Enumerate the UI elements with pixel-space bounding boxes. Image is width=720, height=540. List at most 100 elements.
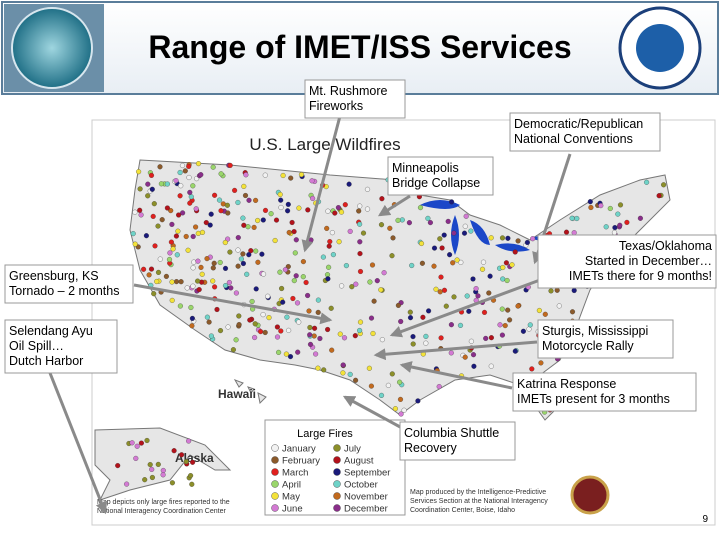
fire-dot: [512, 249, 518, 255]
fire-dot: [288, 175, 294, 181]
fire-dot: [661, 182, 667, 188]
fire-dot: [286, 327, 292, 333]
callout-box: [304, 79, 406, 119]
fire-dot: [296, 205, 302, 211]
fire-dot: [195, 230, 201, 236]
fire-dot: [212, 192, 218, 198]
fire-dot: [244, 271, 250, 277]
callout-text: Tornado – 2 months: [9, 284, 120, 298]
fire-dot: [187, 189, 193, 195]
legend-label: April: [282, 480, 301, 491]
fire-dot: [326, 264, 332, 270]
legend-swatch: [271, 492, 279, 500]
fire-dot: [216, 197, 223, 203]
fire-dot: [357, 221, 363, 227]
fire-dot: [177, 193, 183, 199]
fire-dot: [330, 252, 336, 258]
fire-dot: [143, 233, 149, 239]
fire-dot: [357, 203, 363, 209]
fire-dot: [177, 169, 183, 176]
fire-dot: [603, 224, 609, 230]
fire-dot: [186, 174, 192, 181]
fire-dot: [169, 480, 175, 486]
fire-dot: [283, 351, 289, 357]
fire-dot: [124, 481, 130, 487]
legend-label: July: [344, 444, 361, 455]
fire-dot: [325, 326, 331, 333]
fire-dot: [260, 312, 266, 318]
fire-dot: [149, 466, 155, 472]
fire-dot: [398, 318, 404, 325]
fire-dot: [188, 194, 194, 200]
fire-dot: [166, 256, 173, 263]
fire-dot: [369, 262, 376, 268]
fire-dot: [612, 225, 618, 231]
fire-dot: [210, 278, 216, 284]
fire-dot: [371, 298, 377, 304]
fire-dot: [423, 333, 429, 339]
fire-dot: [222, 283, 229, 289]
fire-dot: [458, 259, 464, 265]
fire-dot: [195, 278, 201, 284]
fire-dot: [277, 269, 283, 275]
fire-dot: [395, 217, 401, 223]
fire-dot: [286, 229, 292, 236]
callout-box: [509, 112, 661, 152]
fire-dot: [136, 169, 142, 175]
fire-dot: [307, 324, 313, 331]
fire-dot: [418, 240, 425, 247]
fire-dot: [387, 225, 393, 231]
note-line: National Interagency Coordination Center: [97, 508, 226, 515]
legend-label: October: [344, 480, 378, 491]
fire-dot: [186, 438, 192, 444]
fire-dot: [295, 349, 301, 355]
fire-dot: [352, 333, 358, 339]
fire-dot: [142, 477, 148, 483]
fire-dot: [240, 260, 246, 267]
fire-dot: [279, 285, 285, 292]
fire-dot: [249, 298, 255, 305]
fire-dot: [169, 297, 175, 303]
fire-dot: [378, 222, 385, 228]
fire-dot: [406, 220, 412, 226]
fire-dot: [187, 200, 193, 206]
fire-dot: [437, 236, 443, 242]
fire-dot: [356, 208, 362, 214]
fire-dot: [168, 239, 174, 245]
fire-dot: [255, 259, 261, 265]
fire-dot: [189, 323, 195, 329]
fire-dot: [298, 172, 305, 178]
fire-dot: [445, 218, 451, 224]
fire-dot: [253, 286, 259, 292]
fire-dot: [457, 322, 464, 328]
fire-dot: [341, 335, 348, 341]
fire-dot: [236, 322, 242, 328]
fire-dot: [381, 270, 387, 276]
fire-dot: [272, 237, 278, 244]
fire-dot: [179, 452, 185, 458]
fire-dot: [217, 259, 223, 266]
fire-dot: [290, 295, 296, 302]
fire-dot: [309, 178, 315, 184]
fire-dot: [329, 230, 335, 236]
fire-dot: [488, 335, 494, 341]
fire-dot: [310, 195, 316, 201]
fire-dot: [198, 172, 204, 178]
fire-dot: [204, 256, 210, 262]
fire-dot: [607, 205, 613, 212]
fire-dot: [196, 287, 202, 293]
fire-dot: [462, 354, 468, 360]
fire-dot: [315, 365, 321, 371]
fire-dot: [183, 459, 189, 465]
fire-dot: [536, 307, 542, 314]
great-lakes: [420, 200, 560, 255]
fire-dot: [527, 322, 533, 328]
fire-dot: [574, 215, 580, 222]
fire-dot: [243, 172, 249, 178]
fire-dot: [497, 322, 503, 328]
fire-dot: [204, 314, 210, 320]
fire-dot: [155, 269, 162, 275]
fire-dot: [342, 202, 348, 208]
fire-dot: [179, 162, 186, 169]
